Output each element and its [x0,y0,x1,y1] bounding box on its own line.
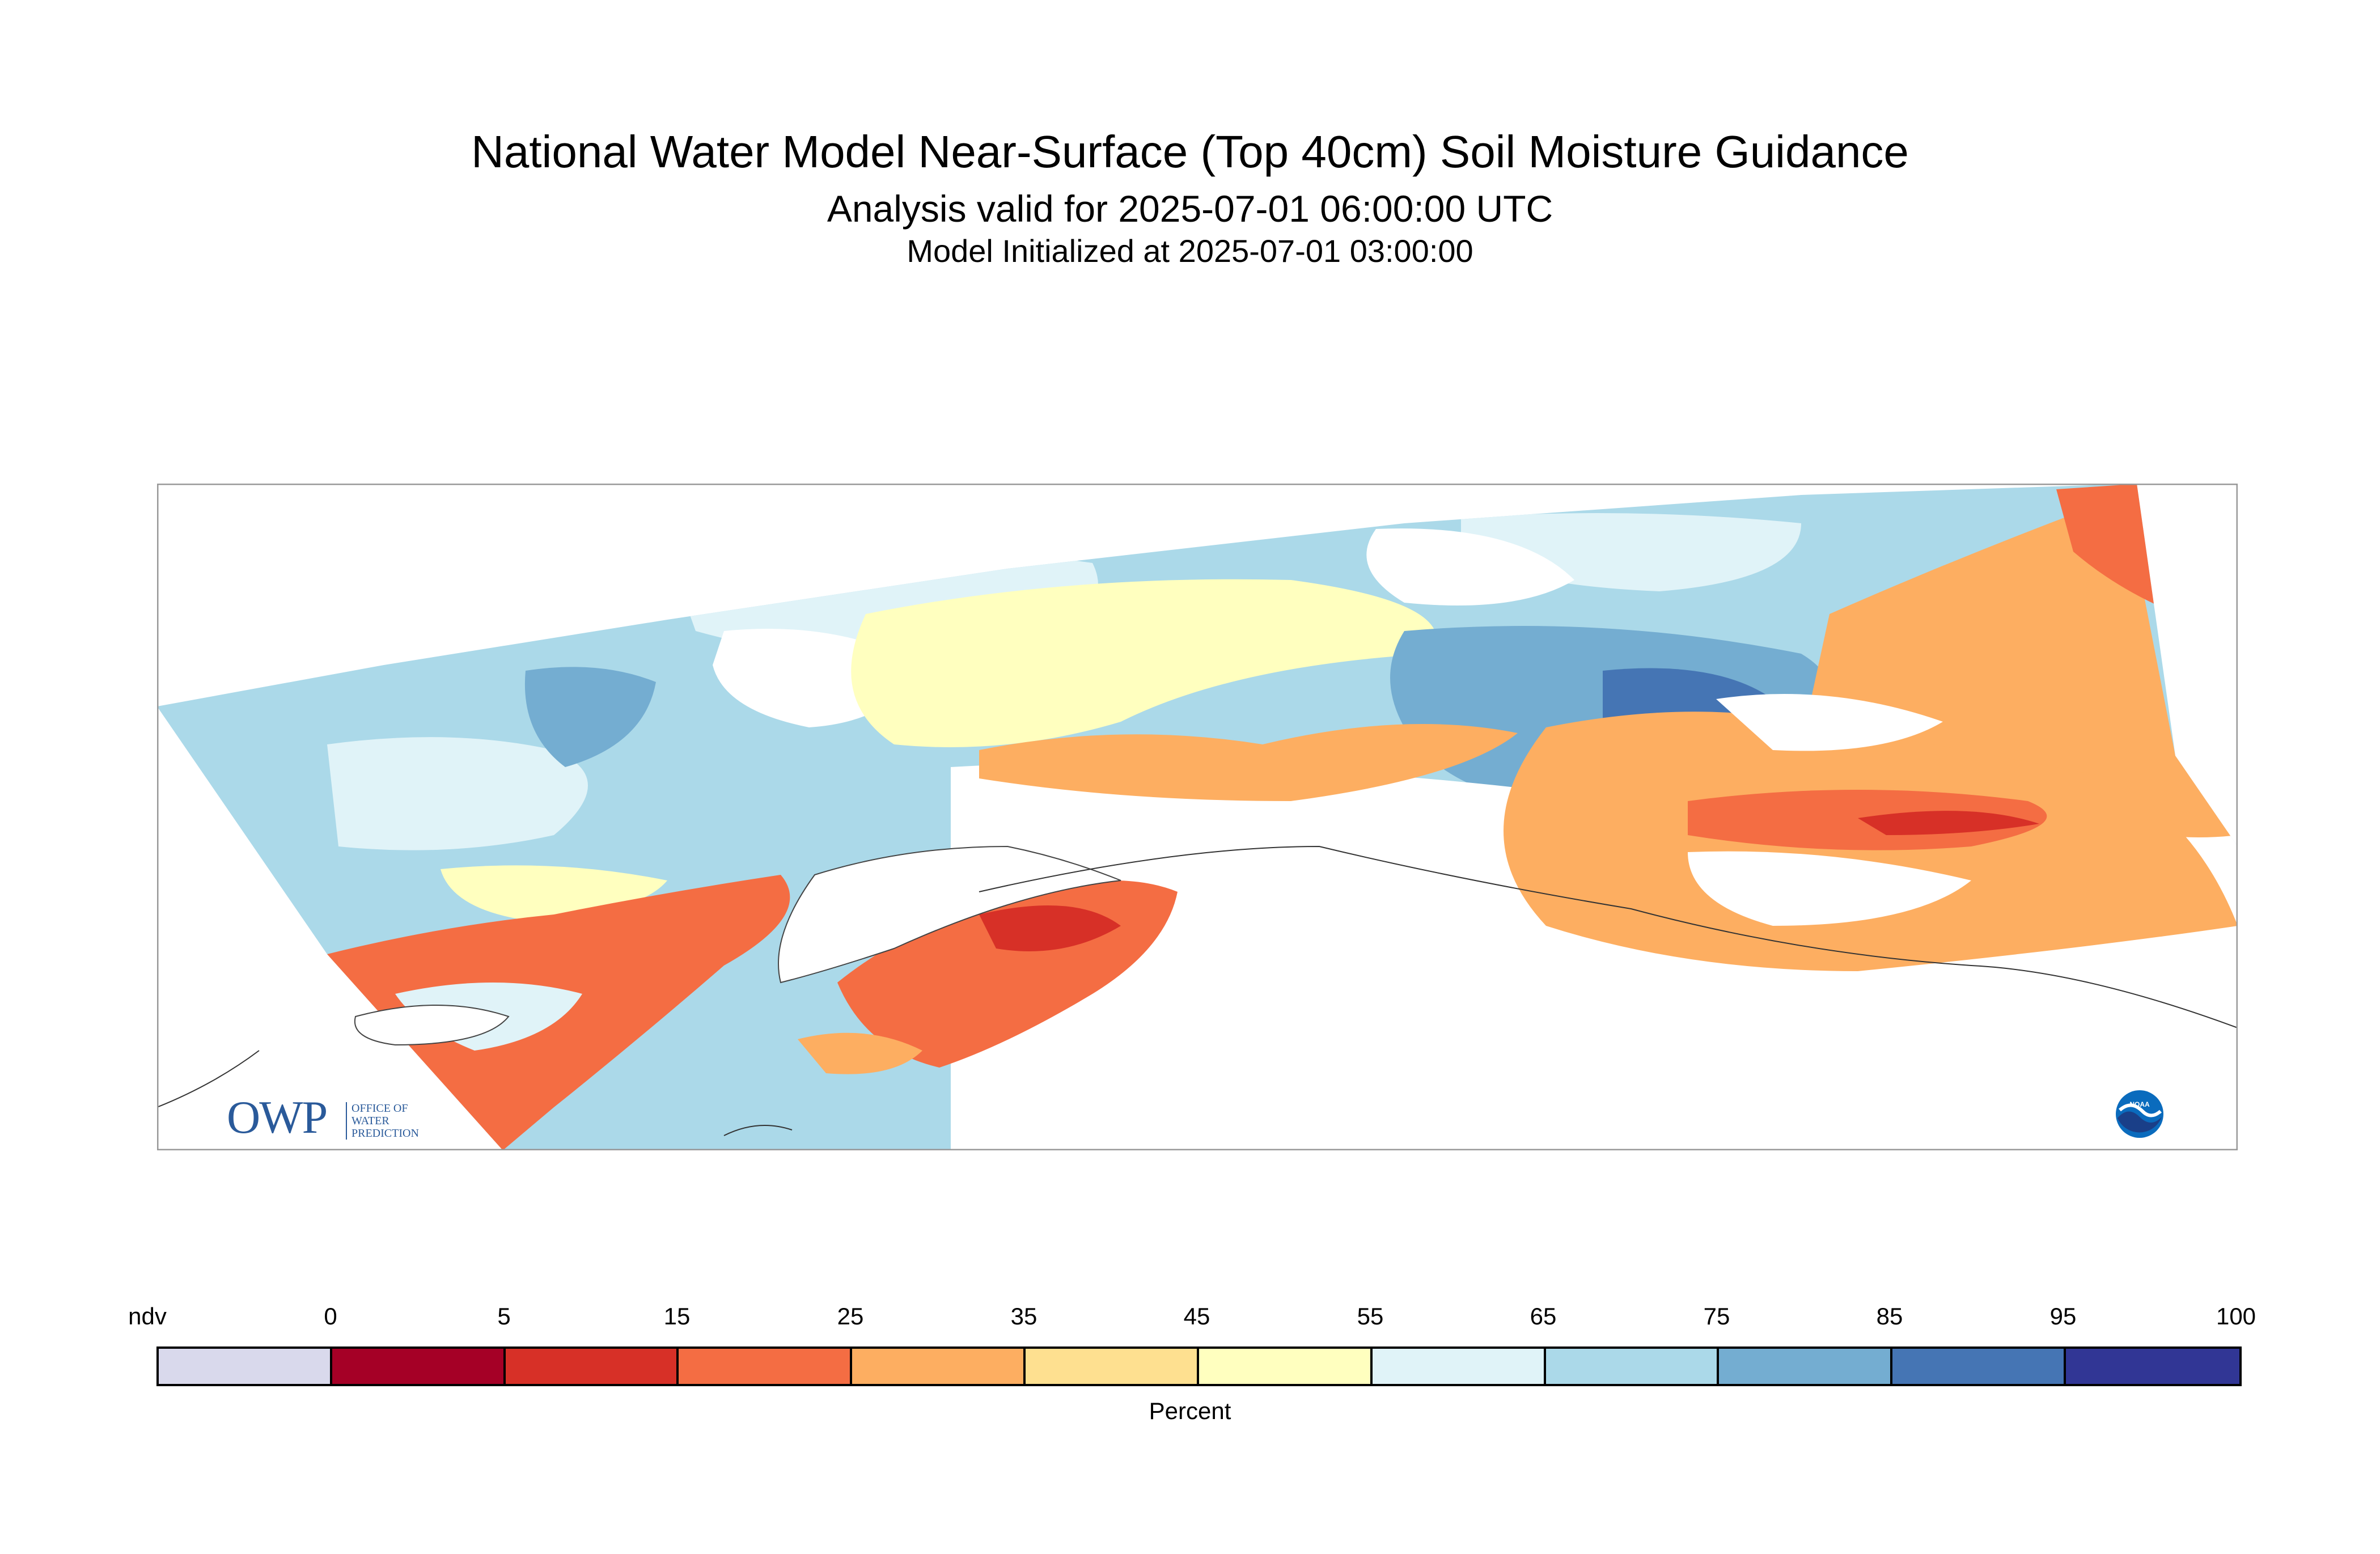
legend-swatch-ndv [159,1349,332,1384]
color-legend-bar [156,1346,2242,1386]
legend-tick-0: 0 [324,1303,337,1329]
owp-line-3: PREDICTION [352,1127,419,1140]
legend-tick-100: 100 [2216,1303,2256,1329]
legend-tick-55: 55 [1357,1303,1384,1329]
legend-swatch-35-45 [1026,1349,1199,1384]
legend-tick-25: 25 [837,1303,864,1329]
legend-tick-15: 15 [663,1303,691,1329]
legend-unit-label: Percent [1149,1398,1231,1424]
legend-swatch-15-25 [679,1349,853,1384]
legend-swatch-55-65 [1372,1349,1546,1384]
legend-swatch-85-95 [1892,1349,2066,1384]
legend-tick-35: 35 [1010,1303,1037,1329]
soil-moisture-map[interactable] [157,484,2238,1150]
legend-swatch-5-15 [505,1349,679,1384]
legend-swatch-0-5 [332,1349,506,1384]
legend-tick-75: 75 [1703,1303,1730,1329]
valid-time-subtitle: Analysis valid for 2025-07-01 06:00:00 U… [827,188,1553,230]
init-time-subtitle: Model Initialized at 2025-07-01 03:00:00 [907,233,1473,269]
legend-tick-5: 5 [497,1303,511,1329]
legend-swatch-75-85 [1719,1349,1893,1384]
legend-swatch-45-55 [1199,1349,1373,1384]
legend-swatch-25-35 [852,1349,1026,1384]
legend-tick-65: 65 [1530,1303,1557,1329]
owp-line-2: WATER [352,1115,389,1127]
legend-swatch-65-75 [1545,1349,1720,1384]
legend-tick-85: 85 [1876,1303,1903,1329]
noaa-logo: NOAA [2114,1089,2165,1140]
noaa-logo-text: NOAA [2129,1100,2150,1108]
owp-line-1: OFFICE OF [352,1102,408,1115]
legend-tick-ndv: ndv [128,1303,167,1329]
legend-swatch-95-100 [2066,1349,2239,1384]
owp-logo-text: OWP [227,1091,328,1143]
legend-tick-45: 45 [1183,1303,1210,1329]
soil-moisture-field [157,484,2238,1150]
owp-logo: OWP OFFICE OF WATER PREDICTION [227,1094,442,1151]
map-title: National Water Model Near-Surface (Top 4… [471,126,1909,177]
legend-tick-95: 95 [2049,1303,2077,1329]
owp-logo-subtext: OFFICE OF WATER PREDICTION [346,1102,419,1140]
